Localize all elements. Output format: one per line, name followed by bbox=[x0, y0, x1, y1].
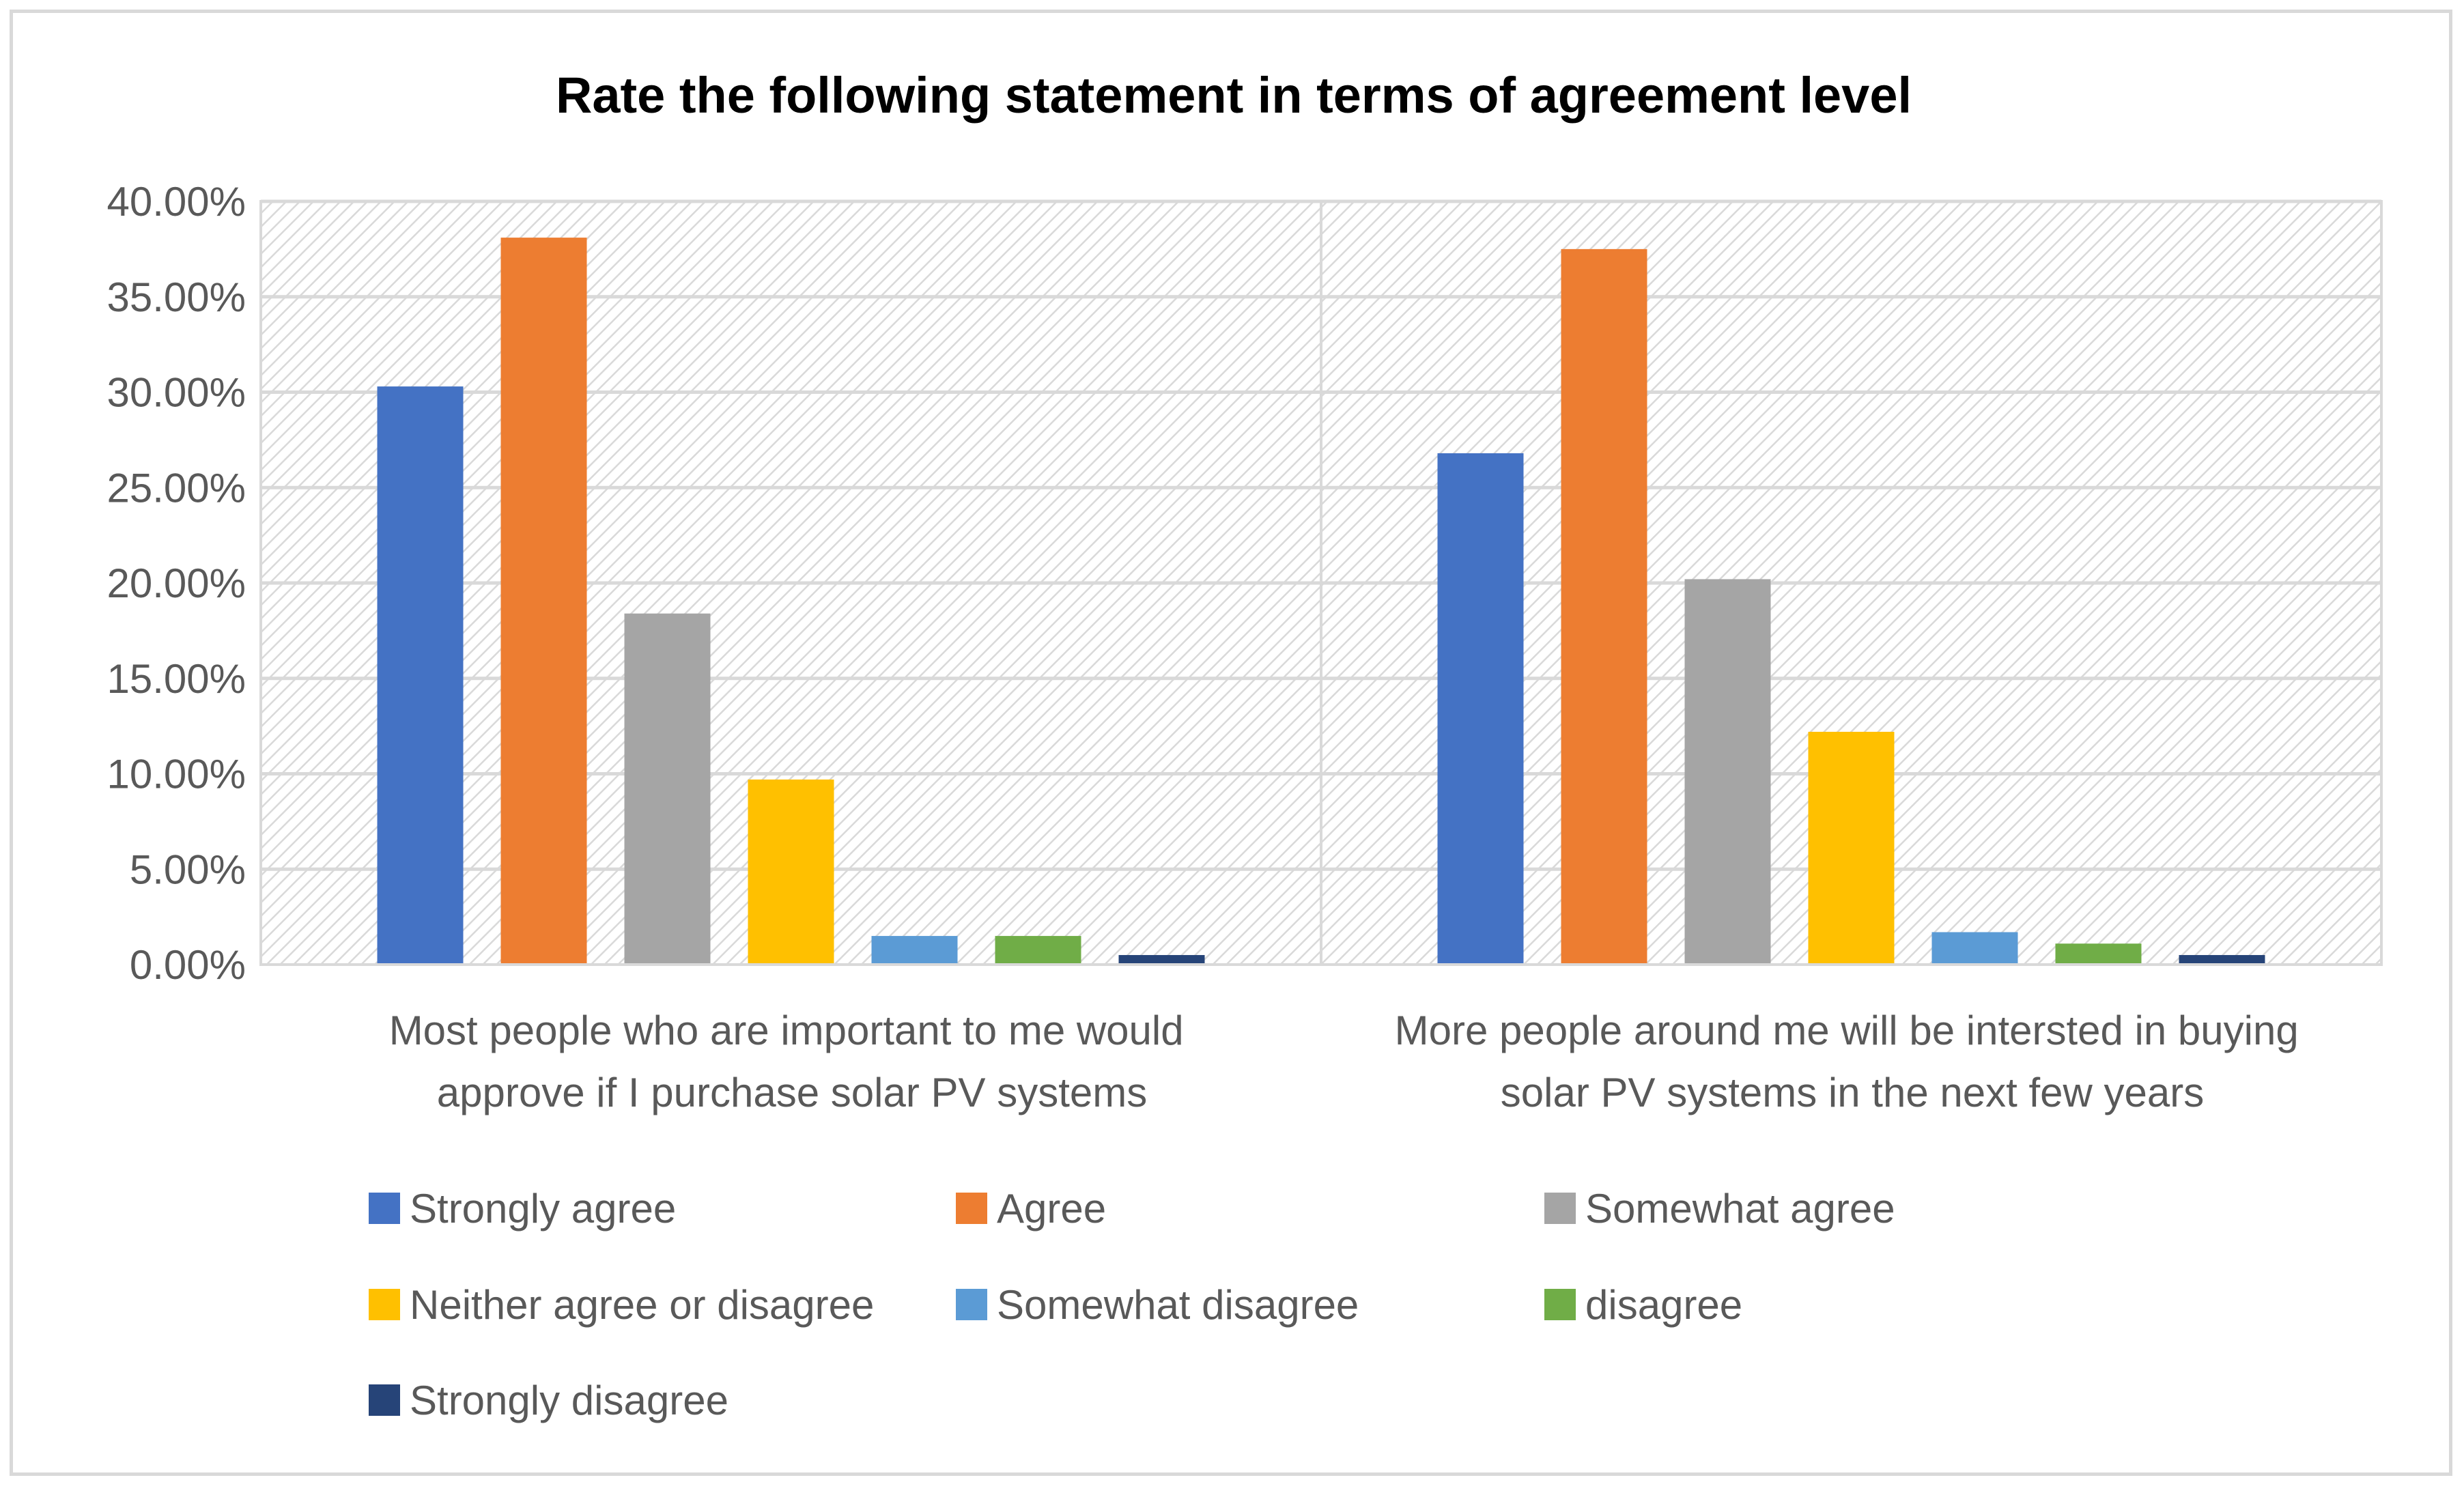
y-tick-label: 5.00% bbox=[130, 846, 246, 892]
legend-item-strongly-agree: Strongly agree bbox=[369, 1186, 676, 1231]
x-category-label-1-line-2: approve if I purchase solar PV systems bbox=[437, 1070, 1147, 1115]
legend-label: Agree bbox=[997, 1186, 1106, 1231]
y-axis-tick-labels: 0.00% 5.00% 10.00% 15.00% 20.00% 25.00% 30.00%… bbox=[107, 179, 246, 988]
legend-swatch bbox=[956, 1289, 987, 1320]
y-tick-label: 35.00% bbox=[107, 274, 246, 320]
bars bbox=[377, 238, 2265, 965]
x-category-label-2-line-2: solar PV systems in the next few years bbox=[1501, 1070, 2204, 1115]
x-axis-category-labels: Most people who are important to me woul… bbox=[389, 1008, 2310, 1115]
bar-disagree-cat-1 bbox=[995, 936, 1081, 965]
legend-item-neither-agree-or-disagree: Neither agree or disagree bbox=[369, 1282, 874, 1328]
bar-somewhat-agree-cat-1 bbox=[624, 613, 711, 965]
y-tick-label: 30.00% bbox=[107, 370, 246, 416]
legend-item-somewhat-disagree: Somewhat disagree bbox=[956, 1282, 1359, 1328]
gridlines bbox=[261, 199, 2381, 965]
bar-somewhat-agree-cat-2 bbox=[1684, 579, 1771, 965]
bar-neither-agree-or-disagree-cat-1 bbox=[748, 779, 834, 965]
y-tick-label: 40.00% bbox=[107, 179, 246, 225]
x-category-label-2-line-1: More people around me will be intersted … bbox=[1395, 1008, 2299, 1053]
x-category-label-1: Most people who are important to me woul… bbox=[389, 1008, 1195, 1115]
y-tick-label: 0.00% bbox=[130, 942, 246, 988]
bar-strongly-disagree-cat-1 bbox=[1118, 955, 1205, 965]
chart-title: Rate the following statement in terms of… bbox=[556, 67, 1912, 124]
bar-strongly-disagree-cat-2 bbox=[2179, 955, 2265, 965]
legend-swatch bbox=[369, 1289, 400, 1320]
bar-strongly-agree-cat-2 bbox=[1437, 453, 1524, 965]
x-category-label-1-line-1: Most people who are important to me woul… bbox=[389, 1008, 1184, 1053]
legend-swatch bbox=[369, 1193, 400, 1224]
legend-swatch bbox=[1544, 1289, 1576, 1320]
y-tick-label: 10.00% bbox=[107, 752, 246, 797]
y-tick-label: 25.00% bbox=[107, 465, 246, 511]
bar-agree-cat-1 bbox=[500, 238, 587, 965]
legend-item-strongly-disagree: Strongly disagree bbox=[369, 1378, 728, 1423]
legend-label: Neither agree or disagree bbox=[410, 1282, 874, 1328]
legend-label: disagree bbox=[1585, 1282, 1742, 1328]
legend: Strongly agree Agree Somewhat agree Neither… bbox=[369, 1186, 1895, 1423]
x-category-label-2: More people around me will be intersted … bbox=[1395, 1008, 2310, 1115]
legend-label: Strongly disagree bbox=[410, 1378, 728, 1423]
legend-swatch bbox=[1544, 1193, 1576, 1224]
legend-item-somewhat-agree: Somewhat agree bbox=[1544, 1186, 1895, 1231]
legend-swatch bbox=[369, 1384, 400, 1416]
bar-somewhat-disagree-cat-2 bbox=[1931, 932, 2018, 965]
legend-swatch bbox=[956, 1193, 987, 1224]
legend-label: Somewhat disagree bbox=[997, 1282, 1359, 1328]
legend-item-disagree: disagree bbox=[1544, 1282, 1742, 1328]
legend-item-agree: Agree bbox=[956, 1186, 1106, 1231]
y-tick-label: 20.00% bbox=[107, 560, 246, 606]
bar-neither-agree-or-disagree-cat-2 bbox=[1808, 732, 1895, 965]
bar-disagree-cat-2 bbox=[2055, 943, 2142, 965]
legend-label: Strongly agree bbox=[410, 1186, 676, 1231]
bar-strongly-agree-cat-1 bbox=[377, 386, 464, 965]
bar-agree-cat-2 bbox=[1561, 248, 1647, 965]
legend-label: Somewhat agree bbox=[1585, 1186, 1895, 1231]
y-tick-label: 15.00% bbox=[107, 656, 246, 702]
bar-somewhat-disagree-cat-1 bbox=[871, 936, 958, 965]
